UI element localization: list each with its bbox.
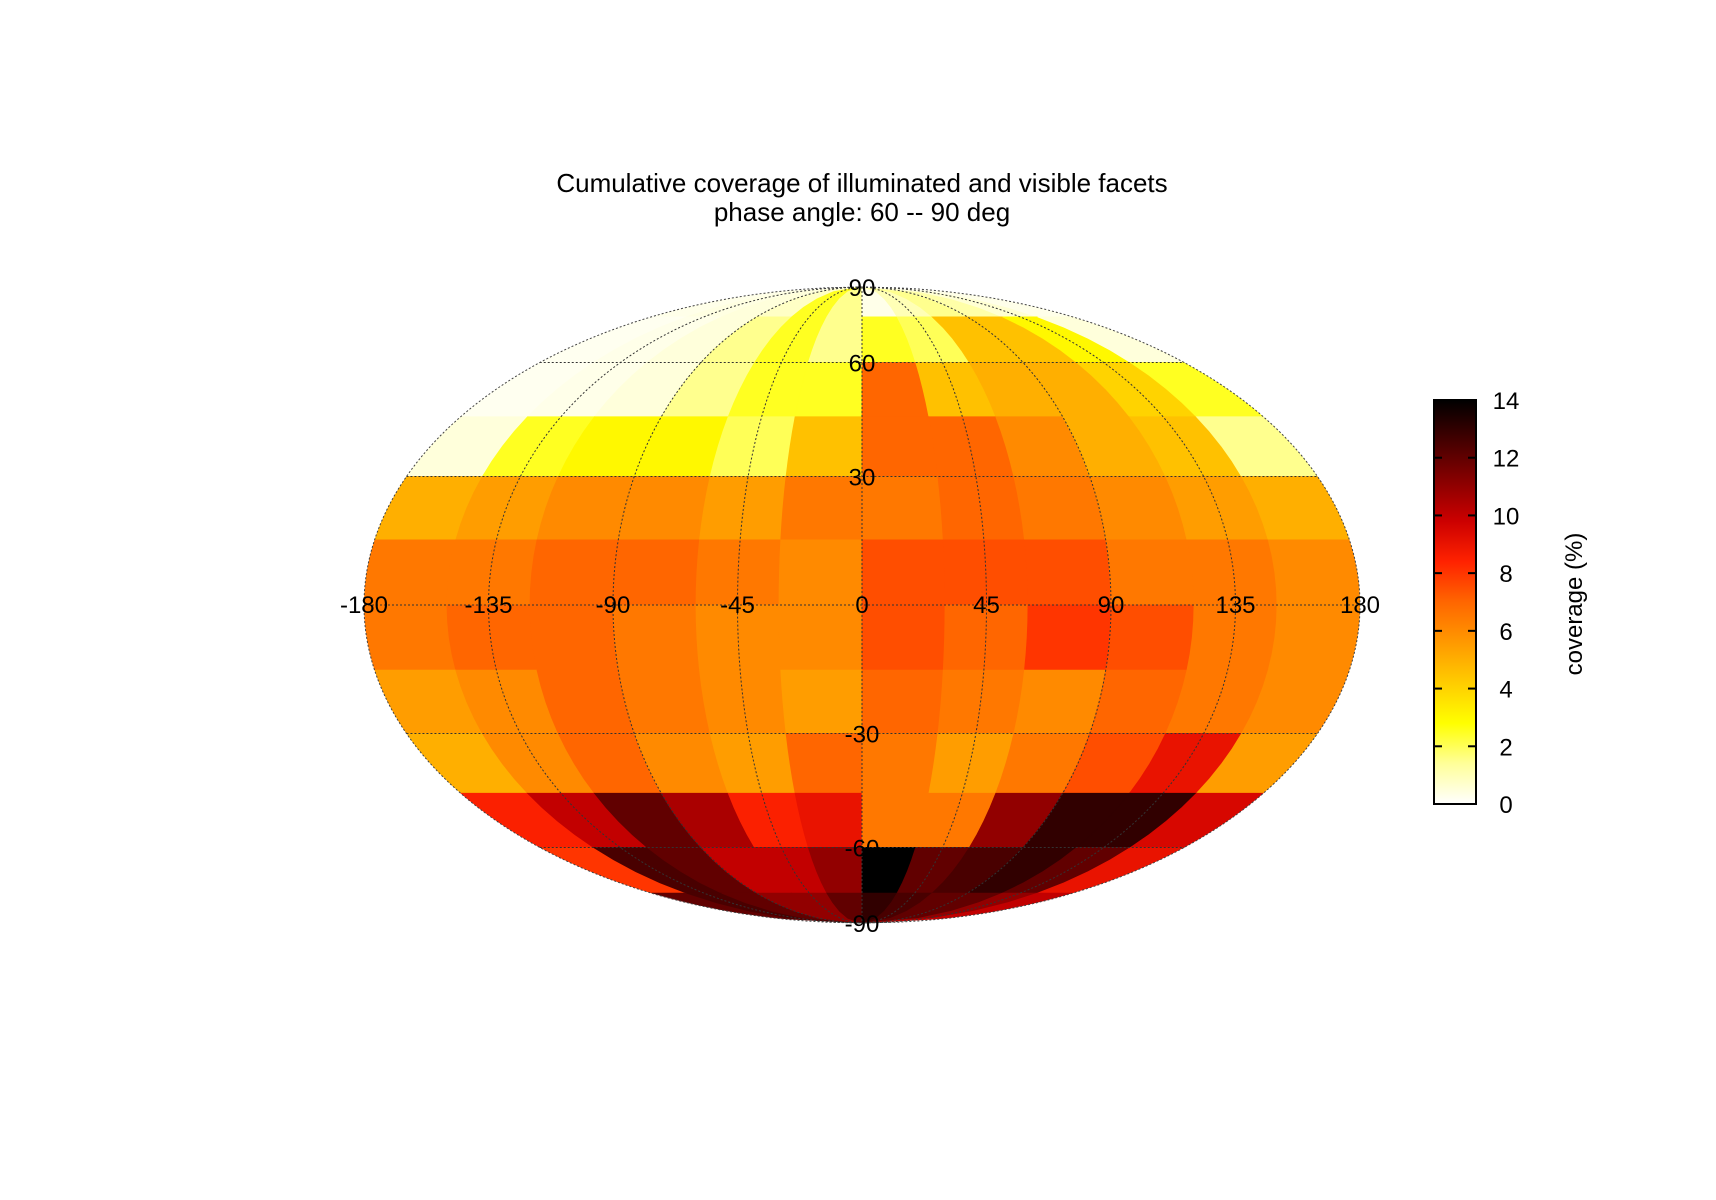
lon-tick-label: -45 <box>720 592 755 619</box>
longitude-labels: -180 -135 -90 -45 0 45 90 135 180 <box>340 592 1380 619</box>
map-cell <box>937 669 1025 734</box>
map-cell <box>699 476 787 541</box>
map-outline <box>363 286 1361 924</box>
colorbar-tick-label: 2 <box>1499 734 1512 761</box>
colorbar-tick-label: 4 <box>1499 677 1512 704</box>
colorbar-tick-label: 8 <box>1499 561 1512 588</box>
map-cell <box>1267 539 1360 606</box>
lon-tick-label: -135 <box>464 592 512 619</box>
colorbar-tick-label: 10 <box>1493 503 1520 530</box>
map-cell <box>861 539 946 606</box>
lon-tick-label: 180 <box>1340 592 1380 619</box>
lat-tick-label: -30 <box>845 722 880 749</box>
map-cell <box>1013 669 1107 734</box>
lat-tick-label: 60 <box>849 351 876 378</box>
lon-tick-label: -90 <box>596 592 631 619</box>
map-cell <box>861 604 946 671</box>
latitude-labels: 90 60 30 -30 -60 -90 <box>845 275 880 938</box>
lat-tick-label: -60 <box>845 835 880 862</box>
map-cell <box>778 604 863 671</box>
colorbar-ticks: 0 2 4 6 8 10 12 14 <box>1434 388 1519 819</box>
meridian-line <box>861 286 988 924</box>
lat-tick-label: 30 <box>849 465 876 492</box>
colorbar-tick-label: 0 <box>1499 792 1512 819</box>
map-cell <box>699 669 787 734</box>
lon-tick-label: 45 <box>973 592 1000 619</box>
colorbar-tick-label: 6 <box>1499 619 1512 646</box>
colorbar-label: coverage (%) <box>1561 533 1588 676</box>
map-graticule <box>364 286 1360 924</box>
lat-tick-label: -90 <box>845 911 880 938</box>
map-cell <box>937 476 1025 541</box>
colorbar-tick-label: 14 <box>1493 388 1520 415</box>
meridian-line <box>861 286 1237 924</box>
lon-tick-label: 135 <box>1215 592 1255 619</box>
colorbar-gradient <box>1433 399 1477 805</box>
lon-tick-label: -180 <box>340 592 388 619</box>
map-cells <box>364 287 1360 923</box>
lon-tick-label: 0 <box>855 592 868 619</box>
colorbar: 0 2 4 6 8 10 12 14 coverage (%) <box>1433 388 1588 819</box>
map-cell <box>1013 476 1107 541</box>
chart-title: Cumulative coverage of illuminated and v… <box>556 168 1167 198</box>
chart-subtitle: phase angle: 60 -- 90 deg <box>714 197 1010 227</box>
colorbar-tick-label: 12 <box>1493 446 1520 473</box>
lon-tick-label: 90 <box>1098 592 1125 619</box>
map-cell <box>778 539 863 606</box>
map-cell <box>617 476 711 541</box>
map-cell <box>617 669 711 734</box>
lat-tick-label: 90 <box>849 275 876 302</box>
